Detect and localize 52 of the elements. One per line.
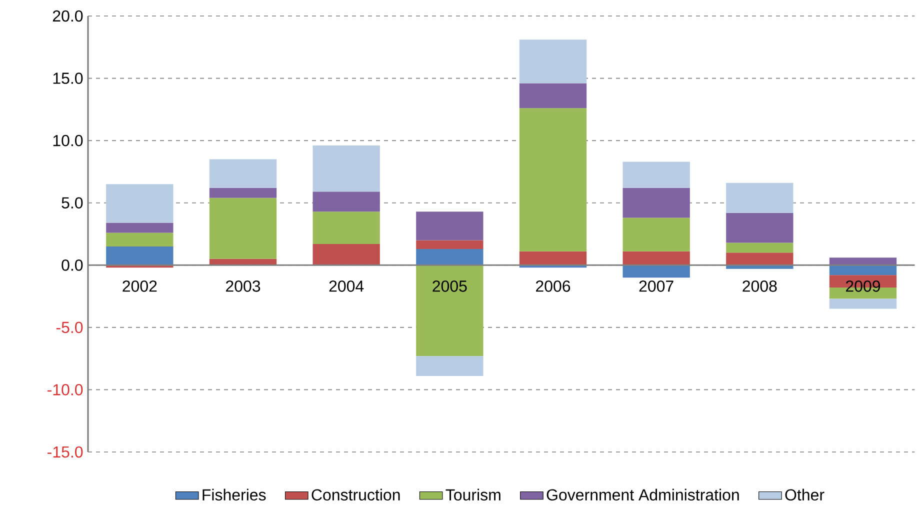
bar xyxy=(829,258,897,266)
bar xyxy=(312,192,380,212)
bar xyxy=(312,212,380,244)
bar xyxy=(726,182,794,213)
bar xyxy=(416,265,484,356)
bar xyxy=(106,246,174,266)
y-tick-label: -15.0 xyxy=(48,446,83,458)
bar xyxy=(519,251,587,266)
y-tick-label: 10.0 xyxy=(53,134,83,146)
bar xyxy=(519,83,587,108)
bar xyxy=(726,252,794,266)
bar xyxy=(106,232,174,246)
y-tick-label: 15.0 xyxy=(53,72,83,84)
legend-label: Other xyxy=(785,488,824,501)
bar xyxy=(416,240,484,249)
x-tick-label: 2008 xyxy=(742,280,777,292)
legend-label: Construction xyxy=(312,488,400,501)
x-tick-label: 2002 xyxy=(122,280,157,292)
y-tick-label: -5.0 xyxy=(56,322,83,334)
bar xyxy=(416,248,484,266)
bar xyxy=(622,218,690,252)
x-tick-label: 2005 xyxy=(432,280,467,292)
bar xyxy=(829,265,897,276)
bar xyxy=(726,242,794,253)
legend-label: Fisheries xyxy=(202,488,266,501)
bar xyxy=(209,188,277,198)
bar xyxy=(312,146,380,192)
bar xyxy=(622,188,690,218)
x-tick-label: 2004 xyxy=(329,280,364,292)
y-tick-label: 20.0 xyxy=(52,10,83,22)
y-tick-label: 0.0 xyxy=(62,259,83,271)
y-tick-label: 5.0 xyxy=(62,197,83,209)
x-tick-label: 2003 xyxy=(226,280,260,292)
x-tick-label: 2006 xyxy=(536,280,570,292)
y-tick-label: -10.0 xyxy=(48,384,83,396)
bar xyxy=(312,244,380,266)
bar xyxy=(106,222,174,233)
bar xyxy=(209,159,277,188)
bar xyxy=(829,298,897,309)
bar xyxy=(622,162,690,188)
bar xyxy=(106,184,174,223)
bar xyxy=(416,212,484,240)
bar xyxy=(519,108,587,252)
bar xyxy=(726,212,794,243)
bar xyxy=(209,198,277,259)
x-tick-label: 2007 xyxy=(639,280,674,292)
legend-label: Government Administration xyxy=(546,488,739,501)
bar xyxy=(519,40,587,84)
bar xyxy=(416,356,484,376)
bar xyxy=(622,265,690,278)
legend-label: Tourism xyxy=(446,488,500,501)
bar xyxy=(622,251,690,266)
